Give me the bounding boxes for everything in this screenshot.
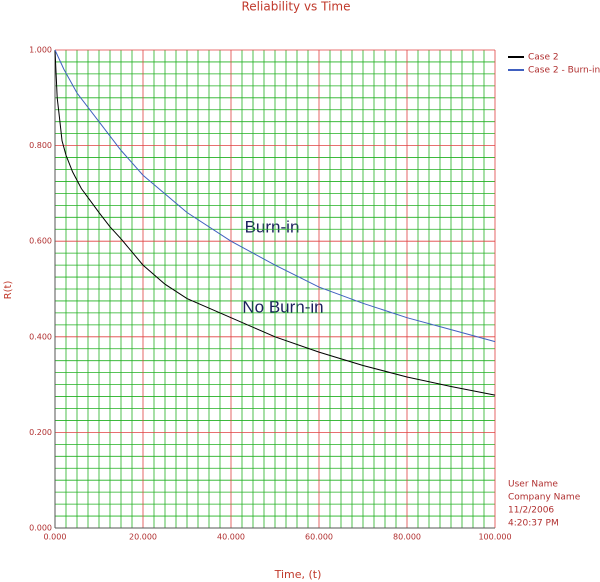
- footer-text: 11/2/2006: [508, 506, 554, 516]
- y-tick-label: 0.200: [29, 428, 52, 437]
- x-tick-label: 0.000: [44, 533, 67, 542]
- legend-label: Case 2 - Burn-in: [528, 66, 600, 76]
- y-tick-label: 0.000: [29, 524, 52, 533]
- x-tick-label: 40.000: [217, 533, 245, 542]
- x-tick-label: 20.000: [129, 533, 157, 542]
- x-axis-label: Time, (t): [274, 568, 322, 581]
- annotation: No Burn-in: [242, 297, 323, 316]
- footer-text: 4:20:37 PM: [508, 519, 559, 529]
- x-tick-label: 60.000: [305, 533, 333, 542]
- line: [54, 49, 496, 396]
- line: [54, 49, 496, 343]
- footer-text: Company Name: [508, 493, 581, 503]
- y-tick-label: 0.400: [29, 332, 52, 341]
- chart-title: Reliability vs Time: [242, 0, 351, 14]
- x-tick-label: 80.000: [393, 533, 421, 542]
- y-tick-label: 1.000: [29, 46, 52, 55]
- y-tick-label: 0.600: [29, 237, 52, 246]
- legend-label: Case 2: [528, 53, 559, 63]
- y-axis-label: R(t): [3, 281, 14, 300]
- x-tick-label: 100.000: [478, 533, 511, 542]
- footer-text: User Name: [508, 480, 558, 490]
- y-tick-label: 0.800: [29, 141, 52, 150]
